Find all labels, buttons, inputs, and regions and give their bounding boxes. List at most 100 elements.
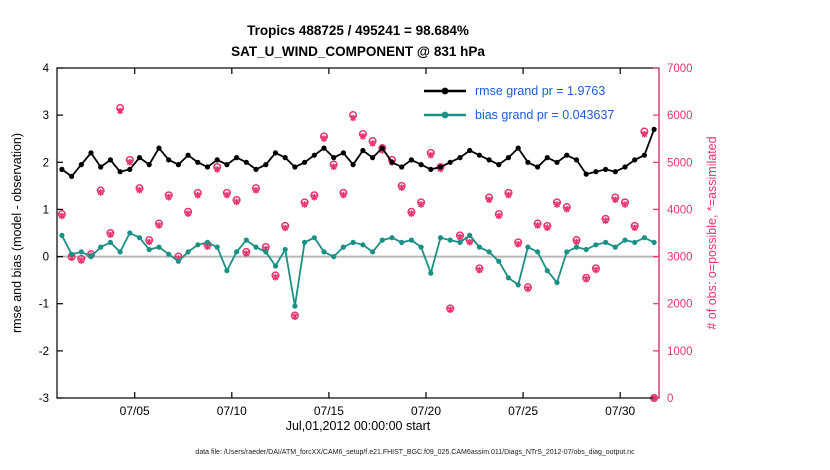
rmse-point: [476, 152, 482, 158]
rmse-point: [136, 155, 143, 161]
bias-point: [350, 239, 356, 245]
obs-assimilated-marker: [408, 210, 415, 217]
right-axis-label: # of obs: o=possible, *=assimilated: [705, 136, 719, 330]
bias-point: [564, 249, 570, 255]
bias-point: [331, 254, 337, 260]
rmse-point: [282, 155, 288, 161]
obs-assimilated-marker: [476, 266, 483, 274]
bias-point: [457, 239, 463, 245]
obs-assimilated-marker: [165, 193, 172, 201]
bias-point: [437, 235, 444, 241]
obs-assimilated-marker: [330, 163, 337, 171]
right-tick-label: 1000: [667, 346, 693, 358]
obs-assimilated-marker: [418, 201, 425, 208]
bias-point: [166, 251, 172, 257]
rmse-point: [641, 152, 648, 158]
obs-assimilated-marker: [58, 212, 65, 220]
bias-point: [515, 282, 521, 288]
rmse-point: [408, 157, 414, 163]
legend-entry-bias: bias grand pr = 0.043637: [422, 104, 614, 126]
rmse-line-sample-icon: [424, 87, 466, 95]
rmse-point: [379, 145, 385, 151]
right-tick-label: 0: [667, 393, 673, 405]
bias-point: [69, 251, 75, 257]
bias-point: [136, 235, 143, 241]
right-tick-label: 2000: [667, 299, 693, 311]
chart-title-line2: SAT_U_WIND_COMPONENT @ 831 hPa: [231, 44, 485, 59]
obs-assimilated-marker: [457, 233, 463, 241]
left-tick-label: 2: [43, 157, 49, 169]
obs-assimilated-marker: [233, 198, 240, 206]
rmse-point: [496, 162, 502, 168]
obs-assimilated-marker: [301, 201, 308, 208]
obs-assimilated-marker: [136, 186, 143, 194]
bias-point: [146, 246, 152, 253]
bias-point: [59, 232, 65, 238]
rmse-point: [204, 164, 211, 170]
legend-entry-rmse: rmse grand pr = 1.9763: [422, 80, 614, 102]
obs-assimilated-marker: [427, 151, 434, 159]
obs-assimilated-marker: [622, 201, 628, 208]
obs-assimilated-marker: [126, 159, 133, 166]
x-tick-label: 07/05: [120, 404, 150, 418]
rmse-point: [486, 157, 492, 163]
bias-point: [263, 249, 269, 255]
bias-point: [525, 244, 531, 250]
obs-assimilated-marker: [524, 285, 531, 293]
obs-assimilated-marker: [505, 191, 512, 199]
bias-point: [496, 258, 502, 264]
obs-assimilated-marker: [554, 201, 560, 208]
rmse-point: [622, 164, 628, 170]
right-tick-label: 4000: [667, 204, 693, 216]
bias-point: [98, 244, 104, 250]
rmse-point: [59, 166, 65, 172]
obs-assimilated-marker: [466, 238, 473, 246]
bias-point: [408, 237, 414, 243]
rmse-point: [146, 162, 152, 168]
rmse-point: [467, 147, 473, 154]
chart-title-line1: Tropics 488725 / 495241 = 98.684%: [247, 23, 469, 38]
obs-assimilated-marker: [223, 191, 230, 199]
obs-assimilated-marker: [612, 196, 619, 204]
obs-assimilated-marker: [291, 313, 298, 320]
obs-assimilated-marker: [563, 205, 570, 213]
obs-assimilated-marker: [117, 107, 124, 115]
rmse-series: [59, 126, 657, 179]
rmse-point: [253, 166, 259, 172]
obs-assimilated-marker: [311, 193, 318, 201]
legend-label-rmse: rmse grand pr = 1.9763: [475, 84, 606, 98]
bias-point: [214, 244, 220, 250]
rmse-point: [311, 152, 317, 158]
rmse-point: [321, 145, 327, 151]
rmse-point: [69, 173, 75, 179]
bias-point: [399, 239, 405, 245]
rmse-point: [447, 159, 453, 165]
rmse-point: [166, 157, 172, 163]
rmse-point: [544, 155, 550, 161]
bias-point: [175, 258, 181, 264]
rmse-point: [195, 159, 201, 165]
x-axis-label: Jul,01,2012 00:00:00 start: [285, 419, 431, 433]
x-tick-label: 07/20: [411, 404, 441, 418]
rmse-point: [263, 162, 269, 168]
obs-assimilated-marker: [350, 114, 357, 122]
bias-point: [603, 239, 609, 245]
obs-assimilated-marker: [544, 224, 551, 232]
bias-point: [360, 242, 366, 248]
bias-point: [593, 242, 599, 248]
bias-point: [302, 239, 308, 245]
bias-point: [370, 249, 376, 255]
rmse-point: [593, 169, 599, 175]
obs-assimilated-marker: [573, 238, 580, 246]
obs-assimilated-marker: [369, 140, 376, 147]
rmse-point: [437, 164, 444, 170]
obs-assimilated-marker: [185, 210, 192, 217]
obs-assimilated-marker: [214, 166, 221, 173]
bias-point: [467, 232, 473, 238]
rmse-point: [243, 159, 249, 165]
bias-point: [272, 263, 279, 269]
rmse-point: [331, 155, 337, 161]
bias-point: [127, 230, 133, 236]
rmse-point: [214, 157, 220, 163]
